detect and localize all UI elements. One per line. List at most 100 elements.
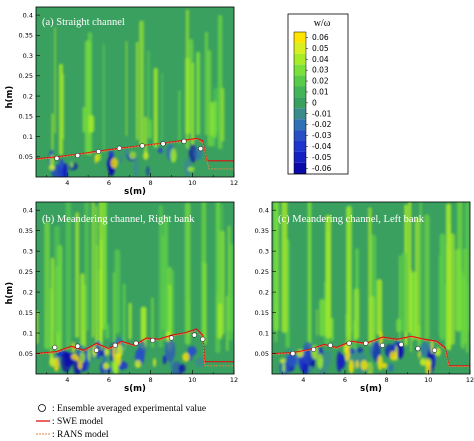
panel-title: (b) Meandering channel, Right bank (42, 214, 195, 225)
y-tick-label: 0.05 (19, 153, 33, 161)
plot-frame (35, 6, 235, 178)
x-tick-label: 8 (149, 179, 153, 187)
experimental-point (346, 340, 352, 346)
legend-circle-marker (38, 404, 46, 412)
y-tick-label: 0.3 (259, 247, 269, 255)
y-tick-label: 0.2 (23, 288, 33, 296)
colorbar-swatch (294, 108, 306, 120)
x-tick-label: 10 (188, 179, 196, 187)
legend-item: : Ensemble averaged experimental value (38, 404, 206, 414)
x-tick-label: 10 (424, 376, 432, 384)
y-axis-label: h(m) (5, 86, 15, 109)
x-tick-label: 4 (301, 376, 305, 384)
y-tick-label: 0.25 (19, 268, 33, 276)
contour-panel-a: (a) Straight channel 4 6 8 10 12 0.05 0.1 0.15 0.… (5, 6, 238, 197)
contour-field (273, 202, 470, 374)
experimental-point (160, 141, 166, 147)
y-tick-label: 0.35 (19, 227, 33, 235)
experimental-point (363, 340, 369, 346)
experimental-point (181, 138, 187, 144)
experimental-point (198, 146, 204, 152)
colorbar-tick-label: -0.03 (312, 131, 332, 140)
colorbar-tick-label: 0.02 (312, 77, 329, 86)
colorbar-title: w/ω (314, 18, 331, 29)
colorbar-tick-label: 0.05 (312, 44, 329, 53)
experimental-point (327, 342, 333, 348)
x-tick-label: 10 (188, 376, 196, 384)
y-tick-label: 0.15 (255, 309, 269, 317)
x-axis-label: s(m) (124, 187, 146, 197)
colorbar-tick-label: 0 (312, 98, 317, 107)
plot-frame (35, 201, 235, 375)
colorbar-swatch (294, 86, 306, 98)
experimental-point (93, 347, 99, 353)
colorbar-tick-label: -0.05 (312, 153, 332, 162)
colorbar: w/ω 0.06 0.05 0.04 0.03 0.020.01 0 -0.01 -0.02 -0… (287, 13, 349, 175)
legend: : Ensemble averaged experimental value : … (36, 404, 206, 440)
experimental-point (116, 145, 122, 151)
panel-title: (c) Meandering channel, Left bank (278, 214, 425, 225)
y-tick-label: 0.4 (23, 11, 33, 19)
contour-field (48, 9, 225, 177)
experimental-point (150, 337, 156, 343)
y-tick-label: 0.3 (23, 247, 33, 255)
colorbar-swatch (294, 130, 306, 141)
y-tick-label: 0.25 (19, 72, 33, 80)
experimental-point (75, 343, 81, 349)
x-axis-label: s(m) (360, 384, 382, 394)
y-tick-label: 0.25 (255, 268, 269, 276)
x-tick-label: 4 (65, 179, 69, 187)
colorbar-swatch (294, 97, 306, 109)
colorbar-swatch (294, 141, 306, 152)
contour-panel-b: (b) Meandering channel, Right bank 4 6 8 10 1… (5, 201, 238, 394)
experimental-point (290, 350, 296, 357)
panel-title: (a) Straight channel (42, 17, 125, 28)
experimental-point (54, 155, 60, 161)
colorbar-tick-label: 0.04 (312, 55, 329, 64)
y-tick-label: 0.35 (19, 32, 33, 40)
colorbar-swatch (294, 75, 306, 87)
contour-field (36, 202, 234, 374)
legend-item: : RANS model (36, 430, 109, 440)
x-tick-label: 12 (230, 179, 238, 187)
x-axis-label: s(m) (124, 384, 146, 394)
y-tick-label: 0.1 (259, 329, 269, 337)
plot-background (36, 7, 234, 177)
experimental-point (52, 344, 58, 350)
y-tick-label: 0.4 (23, 206, 33, 214)
y-axis-label: h(m) (5, 282, 15, 305)
x-tick-label: 12 (230, 376, 238, 384)
experimental-point (379, 342, 386, 348)
colorbar-swatch (294, 151, 306, 163)
y-tick-label: 0.2 (259, 288, 269, 296)
x-tick-label: 8 (385, 376, 389, 384)
experimental-point (398, 341, 404, 348)
experimental-point (112, 342, 118, 348)
contour-panel-c: (c) Meandering channel, Left bank 4 6 8 10 12… (255, 201, 474, 394)
y-tick-label: 0.1 (23, 133, 33, 141)
plot-frame (271, 201, 471, 375)
experimental-point (432, 347, 438, 353)
rans-model-line (35, 138, 234, 170)
legend-label: : Ensemble averaged experimental value (52, 404, 206, 414)
experimental-point (133, 340, 139, 346)
experimental-point (311, 346, 317, 352)
y-tick-label: 0.15 (19, 113, 33, 121)
experimental-point (191, 332, 197, 338)
colorbar-tick-label: 0.03 (312, 66, 329, 75)
experimental-point (139, 143, 145, 149)
colorbar-swatch (294, 53, 306, 65)
x-tick-label: 12 (466, 376, 474, 384)
experimental-point (168, 335, 175, 341)
y-tick-label: 0.3 (23, 52, 33, 60)
colorbar-tick-label: -0.06 (312, 164, 332, 173)
experimental-point (95, 148, 102, 155)
y-tick-label: 0.15 (19, 309, 33, 317)
y-tick-label: 0.1 (23, 329, 33, 337)
y-tick-label: 0.4 (259, 206, 269, 214)
colorbar-tick-label: -0.04 (312, 142, 332, 151)
colorbar-tick-label: 0.01 (312, 87, 329, 96)
x-tick-label: 6 (107, 179, 111, 187)
legend-item: : SWE model (36, 417, 104, 427)
colorbar-swatch (294, 42, 306, 54)
